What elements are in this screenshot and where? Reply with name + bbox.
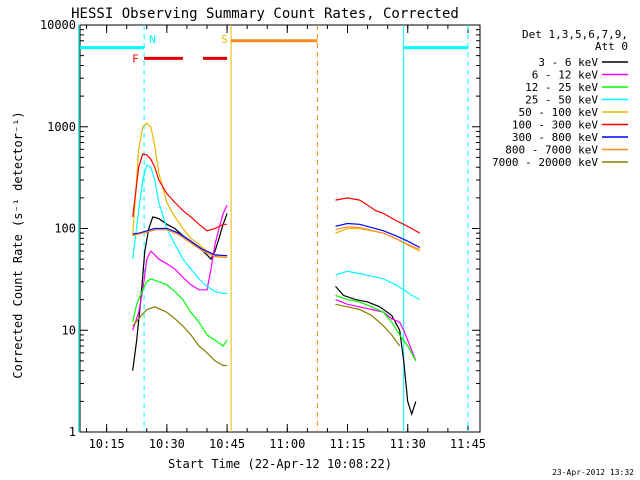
series-line-2 [132,278,228,347]
series-line-7 [335,226,421,251]
legend-label: 6 - 12 keV [532,69,599,82]
y-tick-label: 100 [54,222,76,236]
legend-label: 100 - 300 keV [512,119,598,132]
plot-frame [79,24,481,433]
legend-label: 25 - 50 keV [525,94,598,107]
legend-label: 7000 - 20000 keV [492,156,598,169]
legend-header-line-1: Det 1,3,5,6,7,9, [522,28,628,41]
series-line-1 [132,204,228,331]
y-tick-label: 1000 [47,120,76,134]
x-tick-label: 11:30 [390,437,426,451]
y-tick-label: 10 [62,323,76,337]
series-line-6 [335,222,421,249]
y-tick-label: 10000 [40,18,76,32]
flag-bar-label: F [132,52,139,65]
x-tick-label: 10:45 [209,437,245,451]
footer-timestamp: 23-Apr-2012 13:32 [552,468,634,477]
x-tick-label: 11:45 [450,437,486,451]
series-line-8 [335,303,401,347]
series-line-7 [132,229,228,258]
legend-header-line-2: Att 0 [595,40,628,53]
series-line-1 [335,299,417,362]
legend-label: 3 - 6 keV [538,56,598,69]
x-tick-label: 11:00 [269,437,305,451]
series-line-0 [132,213,228,371]
legend-label: 12 - 25 keV [525,81,598,94]
y-axis-label: Corrected Count Rate (s⁻¹ detector⁻¹) [11,111,25,378]
series-line-5 [335,197,421,234]
series-line-2 [335,294,417,362]
x-tick-label: 10:15 [89,437,125,451]
series-line-3 [335,270,421,301]
plot-area: 1 10 100 1000 10000 10:15 10:30 10:45 11:00 11:15… [40,18,486,451]
legend-label: 300 - 800 keV [512,131,598,144]
chart-title: HESSI Observing Summary Count Rates, Cor… [71,6,459,22]
marker-label: N [149,33,156,46]
x-tick-label: 10:30 [149,437,185,451]
series-line-8 [132,306,228,367]
marker-label: S [221,33,228,46]
legend-label: 50 - 100 keV [519,106,599,119]
series-line-6 [132,227,228,257]
series-line-3 [132,164,228,294]
legend-label: 800 - 7000 keV [505,144,598,157]
x-axis-label: Start Time (22-Apr-12 10:08:22) [168,457,392,471]
series-line-0 [335,286,417,417]
series-line-5 [132,153,228,232]
x-tick-label: 11:15 [329,437,365,451]
y-tick-label: 1 [69,425,76,439]
